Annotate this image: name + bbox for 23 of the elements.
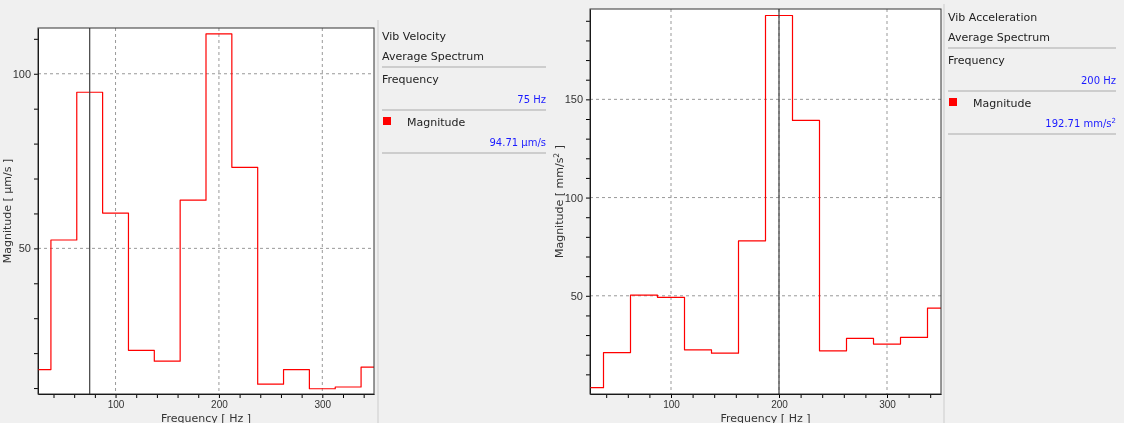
text: Vib Acceleration: [948, 11, 1038, 24]
legend-label: Magnitude: [973, 97, 1032, 110]
x-tick-label: 200: [211, 399, 229, 411]
x-tick-label: 300: [314, 399, 332, 411]
text: 75 Hz: [517, 94, 546, 105]
x-tick-label: 300: [879, 399, 897, 411]
x-tick-label: 100: [107, 399, 125, 411]
y-axis-title: Magnitude [ µm/s ]: [1, 158, 14, 264]
y-tick-label: 50: [570, 289, 583, 302]
text: Frequency: [948, 54, 1006, 67]
text: 94.71 µm/s: [489, 137, 546, 148]
text: Vib Velocity: [382, 30, 447, 43]
text: Average Spectrum: [382, 50, 484, 63]
x-tick-label: 200: [771, 399, 789, 411]
legend-label: Magnitude: [407, 116, 466, 129]
y-tick-label: 50: [18, 242, 31, 255]
x-tick-label: 100: [663, 399, 681, 411]
text: 200 Hz: [1080, 75, 1116, 86]
text: Average Spectrum: [948, 31, 1050, 44]
y-tick-label: 100: [564, 191, 583, 204]
y-tick-label: 150: [564, 93, 583, 106]
text: 192.71 mm/s$^{2}$: [1045, 117, 1116, 129]
text: Frequency: [382, 73, 440, 86]
